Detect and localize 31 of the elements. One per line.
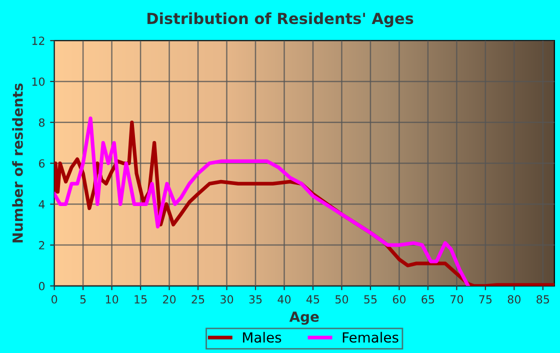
- x-tick-label: 45: [306, 295, 320, 304]
- x-tick-label: 5: [80, 295, 86, 304]
- x-tick-label: 25: [192, 295, 204, 304]
- y-tick-label: 10: [32, 77, 45, 86]
- x-tick-label: 30: [220, 295, 234, 304]
- x-tick-label: 75: [479, 295, 492, 304]
- x-tick-label: 15: [134, 295, 147, 304]
- chart-title: Distribution of Residents' Ages: [147, 12, 414, 28]
- x-tick-label: 0: [52, 295, 58, 304]
- y-tick-label: 8: [38, 118, 45, 127]
- legend-label: Males: [243, 332, 282, 343]
- x-tick-label: 80: [508, 295, 520, 304]
- x-tick-label: 50: [336, 295, 348, 304]
- x-axis-title: Age: [289, 312, 319, 325]
- x-tick-label: 60: [392, 295, 406, 304]
- x-tick-label: 85: [536, 295, 550, 304]
- x-tick-label: 70: [450, 295, 464, 304]
- x-tick-label: 10: [106, 295, 118, 304]
- x-tick-label: 35: [249, 295, 262, 304]
- y-tick-label: 12: [32, 36, 44, 45]
- x-tick-label: 20: [163, 295, 176, 304]
- x-tick-label: 55: [364, 295, 377, 304]
- y-tick-label: 0: [38, 282, 45, 290]
- y-tick-label: 4: [38, 200, 45, 208]
- y-tick-label: 6: [39, 159, 45, 168]
- y-axis-title: Number of residents: [12, 83, 23, 242]
- y-tick-label: 2: [39, 241, 44, 250]
- legend-label: Females: [342, 332, 398, 343]
- line-series: [54, 116, 470, 286]
- x-tick-label: 65: [422, 295, 434, 304]
- x-tick-label: 40: [278, 295, 291, 304]
